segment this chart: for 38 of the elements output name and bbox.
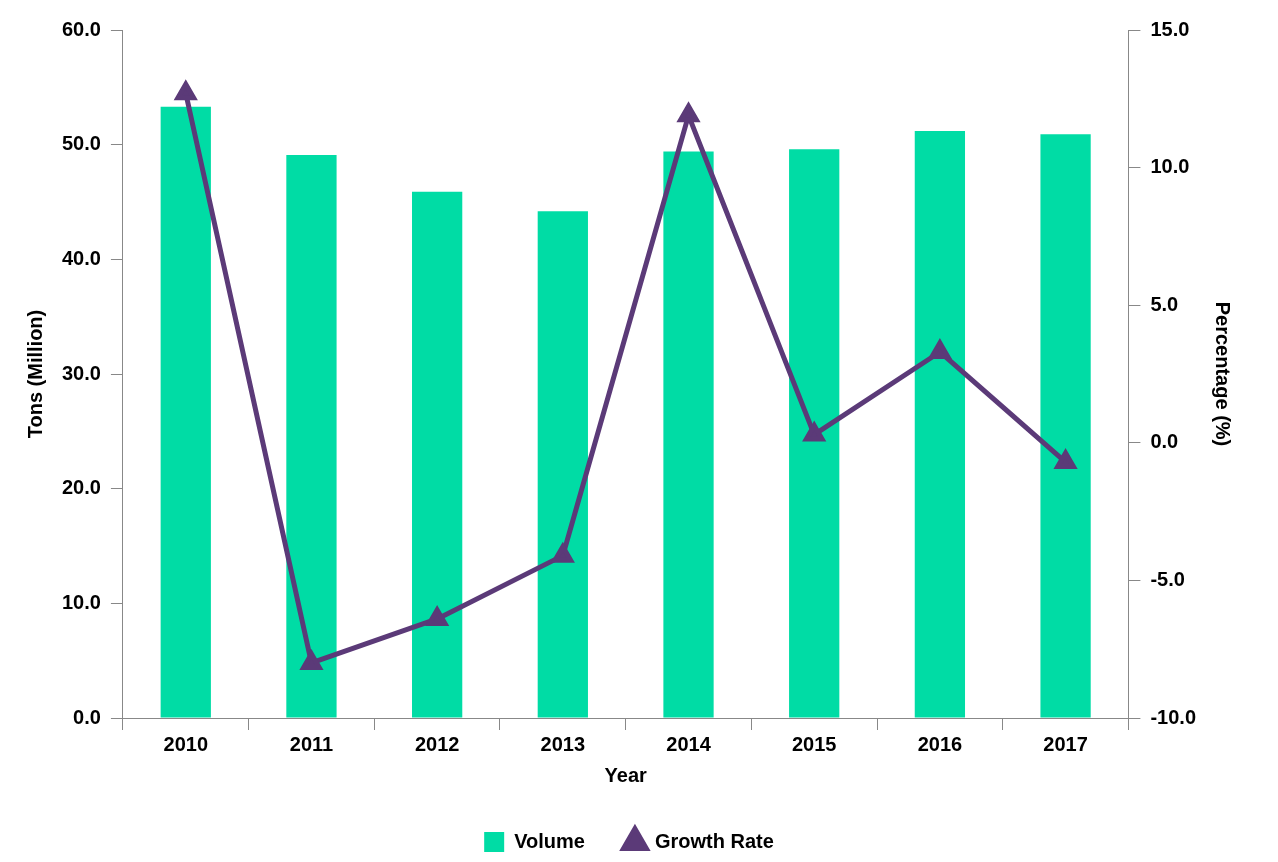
y-tick-label: 50.0	[61, 132, 101, 155]
y2-tick-label: 0.0	[1150, 430, 1179, 453]
y2-axis-title: Percentage (%)	[1212, 301, 1235, 447]
bar	[537, 211, 588, 718]
x-tick-label: 2016	[917, 732, 963, 755]
y2-tick-label: 15.0	[1150, 17, 1190, 40]
bar	[663, 151, 714, 718]
x-tick-label: 2014	[666, 732, 712, 755]
point	[676, 101, 701, 123]
x-tick-label: 2011	[289, 732, 334, 755]
bar	[914, 130, 966, 718]
y2-tick-label: 5.0	[1150, 292, 1179, 315]
bar	[789, 149, 840, 718]
x-tick-label: 2010	[163, 732, 209, 755]
bar	[412, 191, 463, 718]
y-tick-label: 40.0	[61, 246, 101, 269]
x-tick-label: 2015	[791, 732, 837, 755]
y-axis-title: Tons (Million)	[23, 309, 46, 439]
y2-tick-label: -10.0	[1150, 705, 1197, 728]
bar	[1040, 134, 1091, 718]
bar	[160, 106, 211, 718]
legend-label: Volume	[514, 829, 585, 852]
legend-label: Growth Rate	[654, 829, 774, 852]
x-axis-title: Year	[604, 763, 648, 786]
point	[173, 79, 198, 101]
y-tick-label: 0.0	[73, 705, 101, 728]
x-tick-label: 2013	[540, 732, 586, 755]
y2-tick-label: -5.0	[1150, 567, 1185, 590]
point	[425, 605, 450, 626]
y-tick-label: 10.0	[61, 590, 101, 613]
point	[1053, 448, 1078, 470]
y-tick-label: 20.0	[61, 476, 101, 499]
x-tick-label: 2017	[1043, 732, 1088, 755]
bar	[286, 154, 337, 718]
y2-tick-label: 10.0	[1150, 155, 1190, 178]
x-tick-label: 2012	[414, 732, 460, 755]
y-tick-label: 30.0	[61, 361, 101, 384]
y-tick-label: 60.0	[61, 17, 101, 40]
